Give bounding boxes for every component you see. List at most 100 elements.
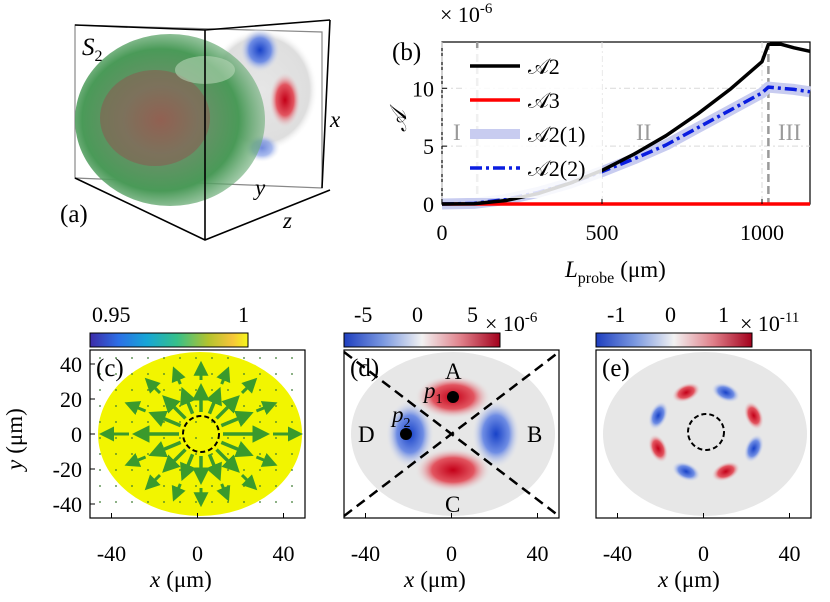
legend-label-A2-1: 𝒜2(1) (528, 122, 585, 147)
lobe-3 (648, 401, 669, 430)
exponent-label: × 10-6 (485, 310, 538, 336)
field-dot (179, 357, 181, 359)
field-dot (211, 389, 213, 391)
field-dot (163, 469, 165, 471)
field-dot (195, 389, 197, 391)
field-dot (243, 405, 245, 407)
colorbar (89, 332, 249, 348)
x-tick-label-0: 0 (437, 220, 448, 245)
field-dot (259, 389, 261, 391)
tick-labels: -40 0 40 (603, 513, 801, 566)
region-label-III: III (778, 120, 801, 145)
legend-label-A2-2: 𝒜2(2) (528, 156, 585, 181)
field-arrow-outer-10 (144, 473, 162, 491)
field-dot (259, 421, 261, 423)
field-dot (195, 453, 197, 455)
field-arrow-3 (205, 386, 222, 415)
point-label-p2: p2 (390, 402, 411, 431)
field-dot (115, 389, 117, 391)
field-dot (275, 389, 277, 391)
field-dot (291, 421, 293, 423)
point-label-p1: p1 (422, 378, 443, 407)
field-dot (179, 469, 181, 471)
panel-a-label: (a) (60, 201, 88, 228)
field-dot (99, 501, 101, 503)
panel-a-3d-density: S2 (a) x y z (60, 19, 341, 241)
panel-c-label: (c) (96, 355, 124, 382)
field-dot (131, 373, 133, 375)
field-dot (227, 501, 229, 503)
field-arrow-5 (180, 386, 197, 415)
field-dot (115, 453, 117, 455)
field-dot (195, 469, 197, 471)
field-dot (275, 485, 277, 487)
field-arrow-outer-9 (124, 453, 147, 467)
field-dot (291, 405, 293, 407)
x-tick-label-0: -40 (603, 541, 632, 566)
field-arrow-1 (220, 410, 254, 428)
field-arrow-outer-3 (216, 366, 231, 385)
region-label-A: A (445, 359, 462, 384)
field-dot (275, 501, 277, 503)
field-arrow-outer-5 (171, 366, 186, 385)
tick-labels: 0 500 1000 0 5 10 (412, 76, 784, 245)
colorbar-tick-pos: 5 (467, 302, 478, 327)
field-arrow-outer-11 (171, 483, 186, 502)
y-tick-label-1: -20 (53, 457, 82, 482)
panel-c-heatmap: 0.95 1 -40 0 40 -40 -20 0 20 40 (c) y(μm) x (μm) (2, 302, 306, 592)
colorbar (343, 332, 501, 348)
field-dot (259, 469, 261, 471)
lobe-ring (648, 382, 764, 482)
density-blob-core (100, 70, 210, 166)
field-dot (179, 437, 181, 439)
field-dot (259, 501, 261, 503)
y-tick-label-4: 40 (60, 352, 82, 377)
field-arrow-outer-6 (144, 377, 162, 395)
lobe-5 (671, 461, 701, 482)
field-dot (291, 389, 293, 391)
colorbar-tick-zero: 0 (412, 302, 423, 327)
tick-labels: -40 0 40 -40 -20 0 20 40 (53, 352, 295, 566)
field-dot (211, 453, 213, 455)
field-dot (147, 357, 149, 359)
region-label-B: B (527, 422, 542, 447)
field-dot (163, 373, 165, 375)
field-dot (195, 437, 197, 439)
field-dot (243, 357, 245, 359)
field-dot (211, 437, 213, 439)
field-dot (275, 469, 277, 471)
x-axis-label: x (μm) (149, 567, 212, 592)
lobe-7 (743, 434, 764, 463)
panel-e-label: (e) (602, 355, 630, 382)
field-dot (291, 485, 293, 487)
axis-y-label: y (253, 175, 266, 200)
field-dot (243, 485, 245, 487)
field-arrow-outer-13 (216, 483, 231, 502)
axis-z-label: z (282, 208, 292, 233)
y-tick-label-1: 5 (423, 134, 434, 159)
legend-box (462, 48, 602, 198)
field-dot (227, 485, 229, 487)
field-dot (275, 373, 277, 375)
field-dot (275, 405, 277, 407)
field-dot (259, 437, 261, 439)
x-tick-label-1: 0 (192, 541, 203, 566)
field-dot (291, 469, 293, 471)
field-dot (179, 421, 181, 423)
x-tick-label-2: 1000 (740, 220, 784, 245)
y-axis-label: y(μm) (2, 408, 27, 472)
field-dot (147, 389, 149, 391)
panel-d-label: (d) (350, 355, 379, 382)
field-dot (211, 485, 213, 487)
tick-labels: -40 0 40 (351, 513, 549, 566)
field-arrow-outer-7 (124, 401, 147, 415)
series-line-𝒜2 (441, 42, 811, 206)
legend-label-A2: 𝒜2 (528, 54, 560, 79)
field-dot (163, 501, 165, 503)
field-dot (179, 501, 181, 503)
lobe-B (472, 400, 520, 468)
field-dot (131, 421, 133, 423)
arrow-field (99, 357, 303, 508)
field-dot (147, 501, 149, 503)
field-dot (131, 357, 133, 359)
